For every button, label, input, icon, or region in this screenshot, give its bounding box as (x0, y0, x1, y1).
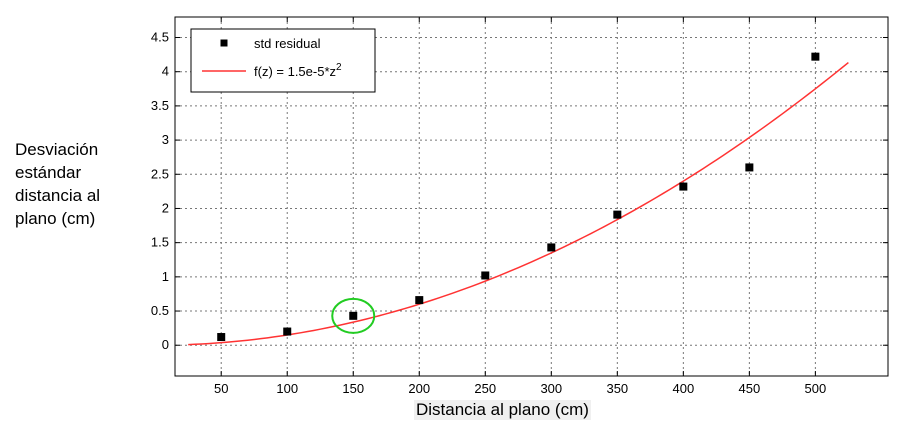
scatter-point (745, 163, 754, 172)
y-tick-label: 2 (162, 200, 169, 215)
x-tick-label: 400 (672, 381, 694, 396)
y-tick-label: 4 (162, 64, 169, 79)
scatter-point (481, 271, 490, 280)
y-tick-label: 1.5 (151, 235, 169, 250)
scatter-point (547, 243, 556, 252)
x-tick-label: 50 (214, 381, 228, 396)
x-tick-label: 300 (540, 381, 562, 396)
legend-label-fit-text: f(z) = 1.5e-5*z (254, 64, 336, 79)
grid (175, 17, 888, 376)
y-axis-label-line: Desviación (15, 140, 99, 159)
x-axis-label: Distancia al plano (cm) (414, 400, 591, 420)
y-tick-label: 4.5 (151, 30, 169, 45)
y-axis-label: Desviación estándar distancia al plano (… (15, 138, 155, 230)
y-tick-label: 1 (162, 269, 169, 284)
x-tick-label: 150 (342, 381, 364, 396)
fit-curve-line (188, 61, 849, 346)
scatter-point (349, 311, 358, 320)
y-tick-label: 0.5 (151, 303, 169, 318)
ticks: 0 0.5 1 1.5 2 2.5 3 3.5 4 4.5 50 100 150 200 250 300 350… (151, 17, 888, 396)
x-tick-label: 250 (474, 381, 496, 396)
scatter-point (613, 210, 622, 219)
fit-curve-group (188, 61, 849, 346)
x-tick-label: 450 (739, 381, 761, 396)
legend-label-scatter: std residual (254, 36, 321, 51)
scatter-point (217, 333, 226, 342)
scatter-points-group (217, 52, 820, 342)
scatter-point (283, 327, 292, 336)
highlight-circle (331, 297, 376, 334)
x-tick-label: 100 (276, 381, 298, 396)
y-tick-label: 2.5 (151, 166, 169, 181)
legend: std residual f(z) = 1.5e-5*z2 (190, 28, 376, 93)
scatter-point (679, 182, 688, 191)
x-tick-label: 500 (805, 381, 827, 396)
y-tick-label: 3 (162, 132, 169, 147)
y-axis-label-line: plano (cm) (15, 209, 96, 228)
scatter-point (811, 52, 820, 61)
scatter-point (415, 296, 424, 305)
y-tick-label: 3.5 (151, 98, 169, 113)
highlight-group (331, 297, 376, 334)
y-axis-label-line: estándar (15, 163, 82, 182)
y-axis-label-line: distancia al (15, 186, 101, 205)
x-tick-label: 350 (606, 381, 628, 396)
legend-label-fit-superscript: 2 (336, 62, 342, 73)
y-tick-label: 0 (162, 337, 169, 352)
legend-label-fit: f(z) = 1.5e-5*z2 (254, 62, 342, 79)
legend-marker-square (220, 39, 228, 47)
x-tick-label: 200 (408, 381, 430, 396)
